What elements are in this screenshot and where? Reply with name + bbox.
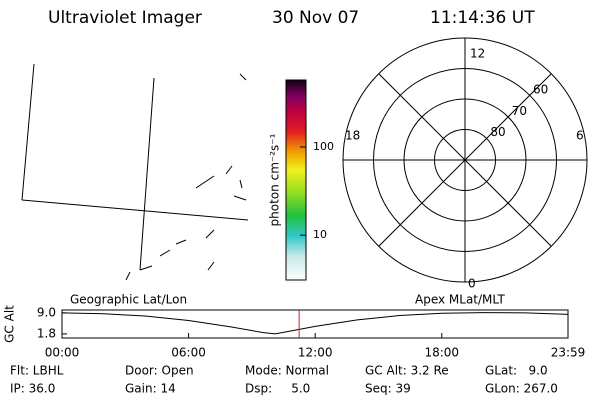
x-tick-label: 23:59 — [551, 346, 586, 360]
lat-ring — [434, 129, 496, 191]
status-field: Flt: LBHL — [10, 364, 64, 378]
status-field: GC Alt: 3.2 Re — [365, 364, 449, 378]
status-field: GLon: 267.0 — [485, 382, 558, 396]
mlt-label: 0 — [468, 277, 476, 291]
status-field: Seq: 39 — [365, 382, 411, 396]
altitude-line — [61, 312, 569, 335]
status-field: Mode: Normal — [245, 364, 329, 378]
panel-label: Geographic Lat/Lon — [70, 293, 187, 307]
lat-ring — [403, 98, 527, 222]
status-field: GLat: 9.0 — [485, 364, 548, 378]
colorbar-tick-label: 10 — [313, 228, 327, 241]
instrument: Ultraviolet Imager — [48, 8, 202, 28]
time: 11:14:36 UT — [430, 8, 535, 28]
map-lines — [21, 63, 249, 281]
polar-grid — [342, 37, 588, 283]
lat-label: 60 — [533, 82, 548, 96]
date: 30 Nov 07 — [272, 8, 359, 28]
colorbar-label: photon cm⁻²s⁻¹ — [268, 133, 282, 226]
lat-label: 80 — [490, 125, 505, 139]
y-tick-label: 9.0 — [37, 305, 56, 319]
x-tick-label: 18:00 — [424, 346, 459, 360]
status-field: Dsp: 5.0 — [245, 382, 310, 396]
x-tick-label: 00:00 — [45, 346, 80, 360]
lat-ring — [373, 68, 557, 252]
lat-label: 70 — [512, 104, 527, 118]
y-tick-label: 1.8 — [37, 326, 56, 340]
colorbar-tick-label: 100 — [313, 140, 334, 153]
mlt-label: 12 — [470, 47, 485, 61]
status-field: IP: 36.0 — [10, 382, 55, 396]
panel-label: Apex MLat/MLT — [415, 293, 505, 307]
colorbar — [285, 79, 307, 281]
mlt-label: 6 — [576, 129, 584, 143]
mlt-label: 18 — [345, 129, 360, 143]
status-field: Door: Open — [125, 364, 194, 378]
y-axis-label: GC Alt — [3, 305, 17, 343]
status-field: Gain: 14 — [125, 382, 176, 396]
x-tick-label: 06:00 — [171, 346, 206, 360]
x-tick-label: 12:00 — [298, 346, 333, 360]
